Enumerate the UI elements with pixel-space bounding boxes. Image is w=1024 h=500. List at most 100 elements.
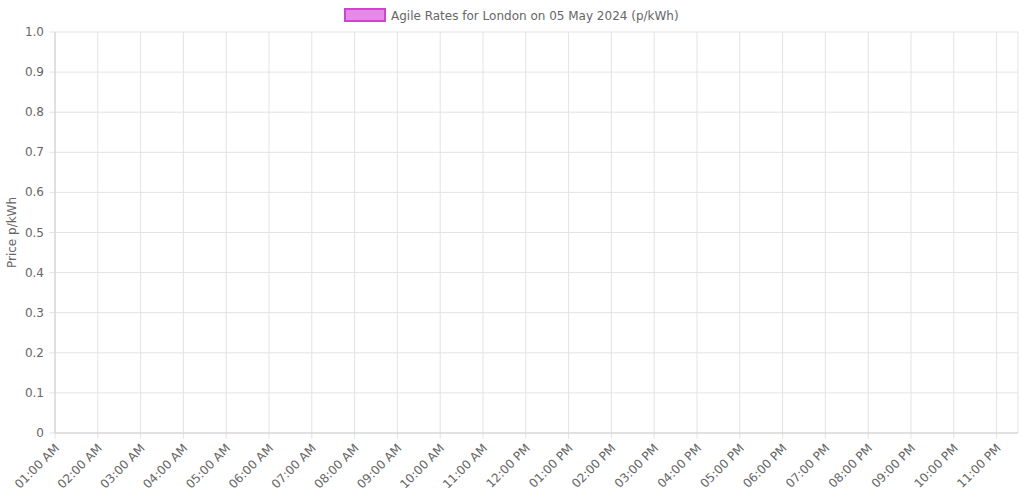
x-tick xyxy=(953,433,954,439)
x-tick-label: 02:00 AM xyxy=(55,441,105,491)
y-grid-line xyxy=(55,392,1018,393)
x-grid-line xyxy=(55,32,56,433)
y-tick xyxy=(49,232,55,233)
legend-label[interactable]: Agile Rates for London on 05 May 2024 (p… xyxy=(391,9,679,23)
x-tick xyxy=(440,433,441,439)
x-tick xyxy=(483,433,484,439)
x-grid-line xyxy=(1018,32,1019,433)
y-tick xyxy=(49,32,55,33)
x-tick-label: 03:00 AM xyxy=(98,441,148,491)
y-axis-title: Price p/kWh xyxy=(5,197,19,268)
x-tick-label: 11:00 AM xyxy=(440,441,490,491)
x-tick xyxy=(911,433,912,439)
x-tick xyxy=(97,433,98,439)
x-grid-line xyxy=(483,32,484,433)
y-axis xyxy=(55,32,56,433)
y-grid-line xyxy=(55,232,1018,233)
y-tick-label: 0 xyxy=(36,426,44,440)
y-tick xyxy=(49,272,55,273)
x-tick-label: 01:00 AM xyxy=(12,441,62,491)
x-tick xyxy=(825,433,826,439)
y-tick-label: 0.4 xyxy=(25,266,44,280)
x-tick-label: 04:00 AM xyxy=(140,441,190,491)
x-grid-line xyxy=(97,32,98,433)
x-grid-line xyxy=(911,32,912,433)
y-tick-label: 0.5 xyxy=(25,226,44,240)
x-grid-line xyxy=(226,32,227,433)
y-tick-label: 0.9 xyxy=(25,65,44,79)
x-tick xyxy=(654,433,655,439)
x-tick-label: 11:00 PM xyxy=(954,441,1003,490)
y-tick xyxy=(49,433,55,434)
x-grid-line xyxy=(440,32,441,433)
x-tick xyxy=(782,433,783,439)
chart-title: Agile Rates for London on 05 May 2024 (p… xyxy=(391,9,679,23)
x-tick-label: 06:00 AM xyxy=(226,441,276,491)
x-tick-label: 04:00 PM xyxy=(655,441,704,490)
x-tick-label: 09:00 AM xyxy=(354,441,404,491)
x-grid-line xyxy=(825,32,826,433)
x-grid-line xyxy=(269,32,270,433)
y-grid-line xyxy=(55,112,1018,113)
x-grid-line xyxy=(953,32,954,433)
x-grid-line xyxy=(654,32,655,433)
x-tick xyxy=(697,433,698,439)
x-tick-label: 07:00 AM xyxy=(269,441,319,491)
x-tick xyxy=(311,433,312,439)
y-tick xyxy=(49,392,55,393)
x-tick-label: 02:00 PM xyxy=(569,441,618,490)
x-grid-line xyxy=(697,32,698,433)
x-grid-line xyxy=(311,32,312,433)
x-tick xyxy=(140,433,141,439)
y-tick-label: 0.3 xyxy=(25,306,44,320)
legend-swatch xyxy=(345,9,385,21)
x-tick-label: 08:00 PM xyxy=(826,441,875,490)
y-tick xyxy=(49,112,55,113)
y-tick xyxy=(49,192,55,193)
y-tick-label: 0.6 xyxy=(25,185,44,199)
x-tick xyxy=(269,433,270,439)
x-grid-line xyxy=(868,32,869,433)
y-tick xyxy=(49,152,55,153)
y-grid-line xyxy=(55,352,1018,353)
x-tick xyxy=(868,433,869,439)
x-grid-line xyxy=(739,32,740,433)
y-tick-label: 0.8 xyxy=(25,105,44,119)
y-grid-line xyxy=(55,272,1018,273)
y-tick-label: 0.7 xyxy=(25,145,44,159)
x-tick xyxy=(226,433,227,439)
y-tick-label: 0.2 xyxy=(25,346,44,360)
x-grid-line xyxy=(525,32,526,433)
x-tick-label: 12:00 PM xyxy=(483,441,532,490)
y-grid-line xyxy=(55,312,1018,313)
x-tick-label: 05:00 PM xyxy=(697,441,746,490)
x-grid-line xyxy=(397,32,398,433)
y-grid-line xyxy=(55,72,1018,73)
y-tick xyxy=(49,72,55,73)
x-grid-line xyxy=(140,32,141,433)
x-tick xyxy=(55,433,56,439)
x-tick xyxy=(183,433,184,439)
x-tick xyxy=(568,433,569,439)
x-tick xyxy=(739,433,740,439)
x-grid-line xyxy=(354,32,355,433)
y-grid-line xyxy=(55,32,1018,33)
y-tick xyxy=(49,312,55,313)
x-tick-label: 07:00 PM xyxy=(783,441,832,490)
x-tick xyxy=(525,433,526,439)
x-tick-label: 01:00 PM xyxy=(526,441,575,490)
x-grid-line xyxy=(782,32,783,433)
x-tick-label: 09:00 PM xyxy=(869,441,918,490)
x-tick-label: 10:00 AM xyxy=(397,441,447,491)
x-grid-line xyxy=(183,32,184,433)
y-grid-line xyxy=(55,192,1018,193)
x-tick xyxy=(397,433,398,439)
x-axis xyxy=(55,433,1018,434)
x-grid-line xyxy=(996,32,997,433)
y-tick-label: 0.1 xyxy=(25,386,44,400)
x-grid-line xyxy=(611,32,612,433)
x-tick-label: 05:00 AM xyxy=(183,441,233,491)
x-tick-label: 06:00 PM xyxy=(740,441,789,490)
x-tick-label: 03:00 PM xyxy=(612,441,661,490)
x-tick xyxy=(996,433,997,439)
